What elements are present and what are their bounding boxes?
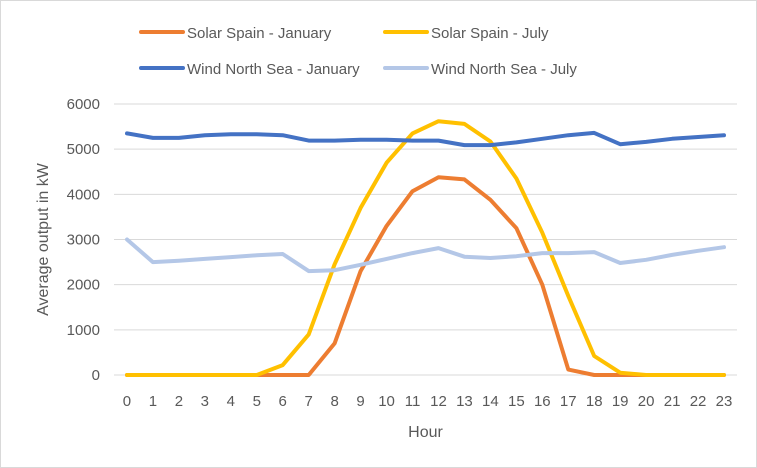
x-tick-label: 5 [253, 393, 261, 410]
x-tick-label: 2 [175, 393, 183, 410]
y-tick-label: 4000 [67, 186, 100, 203]
x-tick-label: 6 [279, 393, 287, 410]
gridlines [114, 103, 737, 331]
series-line-4 [125, 237, 726, 274]
x-tick-label: 20 [638, 393, 655, 410]
y-tick-label: 3000 [67, 232, 100, 249]
x-tick-label: 19 [612, 393, 629, 410]
series-line-1 [125, 175, 726, 377]
y-tick-label: 2000 [67, 277, 100, 294]
y-tick-label: 5000 [67, 141, 100, 158]
x-tick-label: 10 [378, 393, 395, 410]
x-tick-label: 4 [227, 393, 235, 410]
series-line-2 [125, 119, 726, 377]
series-line-3 [125, 130, 726, 148]
legend-label-4: Wind North Sea - July [431, 61, 577, 78]
legend-label-3: Wind North Sea - January [187, 61, 360, 78]
x-tick-label: 22 [690, 393, 707, 410]
y-tick-label: 0 [92, 367, 100, 384]
x-tick-label: 8 [330, 393, 338, 410]
x-tick-label: 23 [716, 393, 733, 410]
x-tick-label: 21 [664, 393, 681, 410]
legend: Solar Spain - January Solar Spain - July W… [139, 25, 577, 78]
y-tick-label: 1000 [67, 322, 100, 339]
x-tick-label: 17 [560, 393, 577, 410]
series-lines [125, 119, 726, 377]
legend-label-2: Solar Spain - July [431, 25, 549, 42]
legend-label-1: Solar Spain - January [187, 25, 332, 42]
y-axis-title: Average output in kW [35, 162, 52, 316]
x-axis-title: Hour [408, 424, 443, 441]
x-tick-label: 12 [430, 393, 447, 410]
x-tick-label: 15 [508, 393, 525, 410]
x-tick-label: 14 [482, 393, 499, 410]
x-tick-label: 0 [123, 393, 131, 410]
x-tick-label: 3 [201, 393, 209, 410]
x-tick-label: 1 [149, 393, 157, 410]
x-tick-label: 9 [356, 393, 364, 410]
x-tick-label: 13 [456, 393, 473, 410]
y-tick-label: 6000 [67, 96, 100, 113]
x-tick-label: 7 [305, 393, 313, 410]
x-tick-label: 18 [586, 393, 603, 410]
x-tick-label: 16 [534, 393, 551, 410]
x-tick-label: 11 [405, 393, 421, 410]
